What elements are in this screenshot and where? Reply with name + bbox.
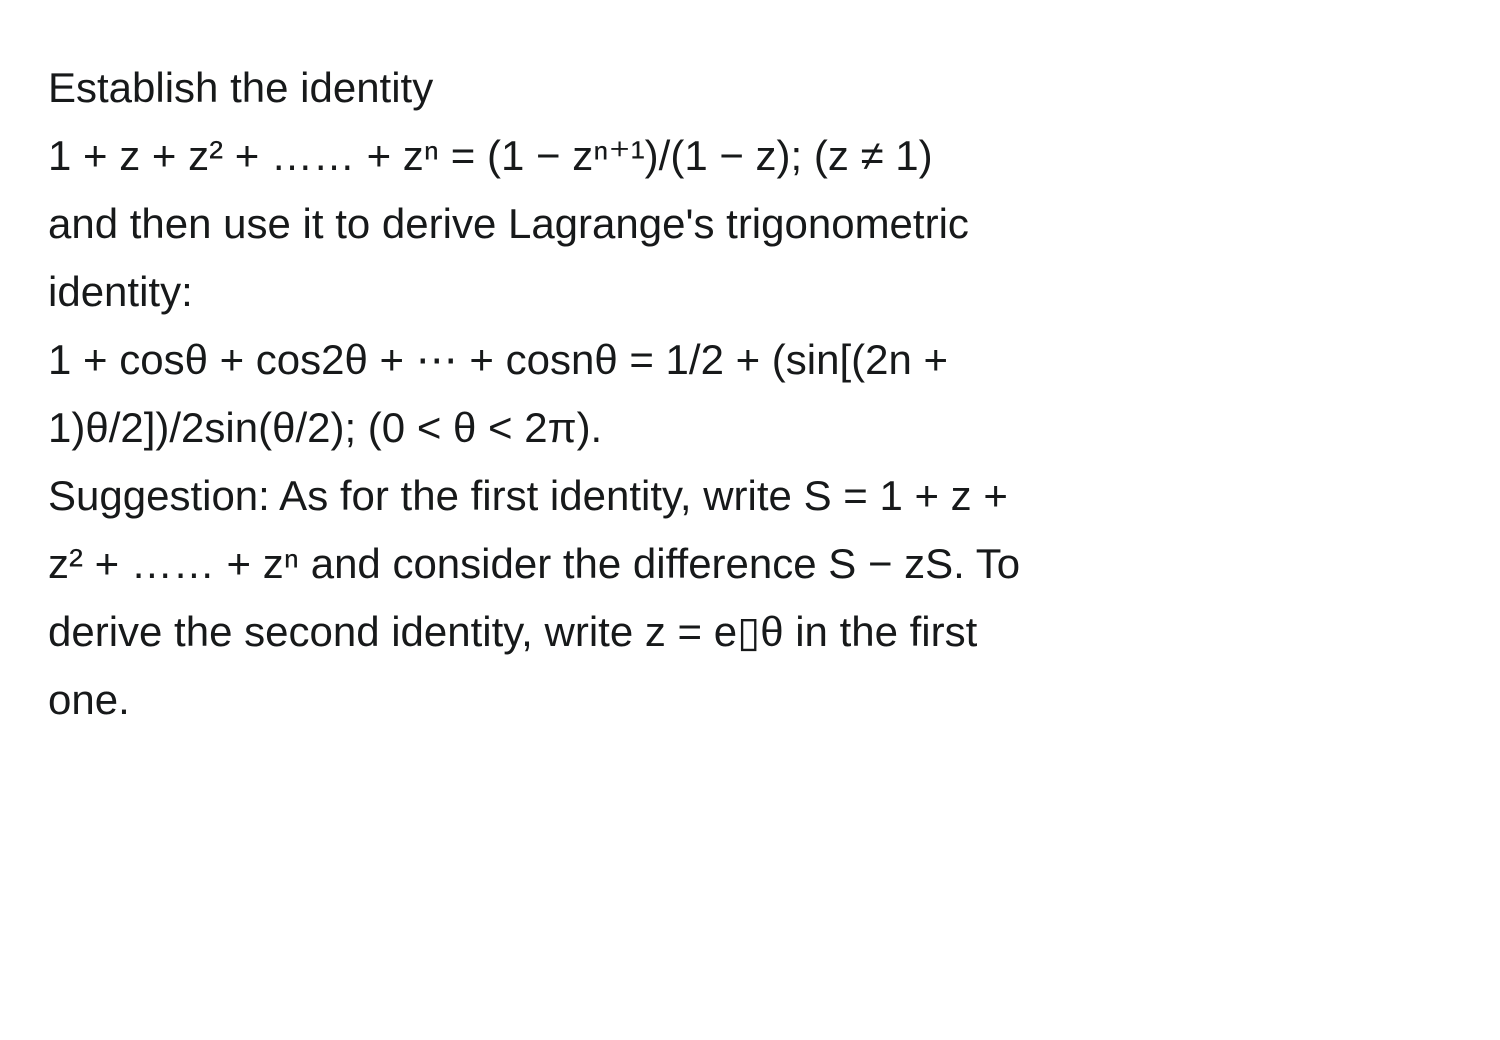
- text-line: 1)θ/2])/2sin(θ/2); (0 < θ < 2π).: [48, 394, 1452, 462]
- text-line: 1 + cosθ + cos2θ + ⋯ + cosnθ = 1/2 + (si…: [48, 326, 1452, 394]
- text-line: Establish the identity: [48, 54, 1452, 122]
- text-line: and then use it to derive Lagrange's tri…: [48, 190, 1452, 258]
- text-line: Suggestion: As for the first identity, w…: [48, 462, 1452, 530]
- text-line: one.: [48, 666, 1452, 734]
- text-line: derive the second identity, write z = e▯…: [48, 598, 1452, 666]
- text-line: identity:: [48, 258, 1452, 326]
- text-line: z² + …… + zⁿ and consider the difference…: [48, 530, 1452, 598]
- text-line: 1 + z + z² + …… + zⁿ = (1 − zⁿ⁺¹)/(1 − z…: [48, 122, 1452, 190]
- math-text-block: Establish the identity 1 + z + z² + …… +…: [0, 0, 1500, 774]
